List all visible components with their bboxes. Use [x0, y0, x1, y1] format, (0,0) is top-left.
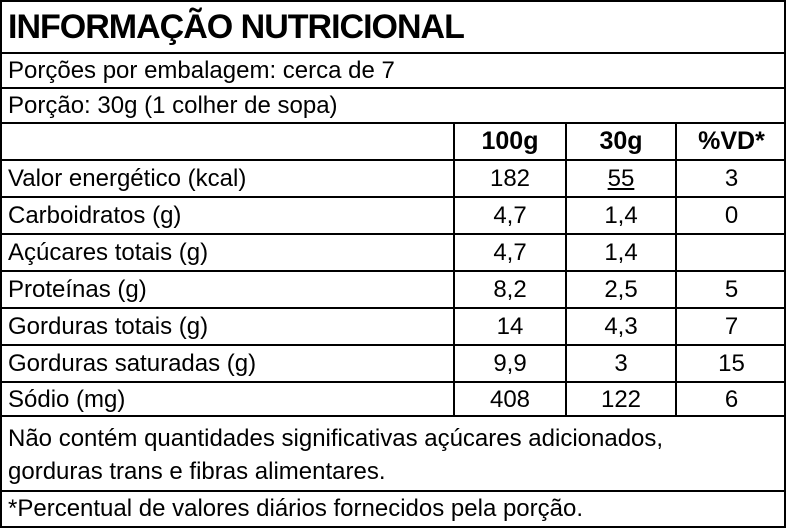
nutrient-label: Sódio (mg) [8, 386, 126, 413]
table-row: Gorduras saturadas (g) 9,9 3 15 [2, 346, 784, 383]
value-per-100g: 9,9 [453, 346, 565, 381]
nutrient-label: Açúcares totais (g) [8, 239, 209, 266]
value-vd: 5 [675, 272, 786, 307]
nutrient-label: Gorduras totais (g) [8, 313, 209, 340]
value-vd [675, 235, 786, 270]
footnote-line-2: gorduras trans e fibras alimentares. [8, 458, 386, 485]
value-per-100g: 408 [453, 383, 565, 415]
nutrient-label: Carboidratos (g) [8, 202, 182, 229]
value-per-100g: 14 [453, 309, 565, 344]
table-row: Carboidratos (g) 4,7 1,4 0 [2, 198, 784, 235]
value-per-serving: 1,4 [565, 235, 675, 270]
table-row: Gorduras totais (g) 14 4,3 7 [2, 309, 784, 346]
value-vd: 7 [675, 309, 786, 344]
nutrient-label: Gorduras saturadas (g) [8, 350, 257, 377]
serving-size-row: Porção: 30g (1 colher de sopa) [2, 89, 784, 124]
table-title: INFORMAÇÃO NUTRICIONAL [8, 8, 465, 46]
value-vd: 6 [675, 383, 786, 415]
value-per-serving: 2,5 [565, 272, 675, 307]
value-per-serving: 1,4 [565, 198, 675, 233]
value-per-serving: 4,3 [565, 309, 675, 344]
footnote-text: Não contém quantidades significativas aç… [8, 422, 663, 488]
serving-size: Porção: 30g (1 colher de sopa) [8, 92, 338, 119]
nutrient-label: Valor energético (kcal) [8, 165, 247, 192]
value-per-100g: 182 [453, 161, 565, 196]
table-row: Proteínas (g) 8,2 2,5 5 [2, 272, 784, 309]
value-vd: 0 [675, 198, 786, 233]
footnote-vd: *Percentual de valores diários fornecido… [2, 492, 784, 528]
servings-row: Porções por embalagem: cerca de 7 [2, 54, 784, 89]
value-per-100g: 8,2 [453, 272, 565, 307]
footnote-line-1: Não contém quantidades significativas aç… [8, 425, 664, 452]
value-per-serving: 55 [607, 165, 635, 192]
column-header-vd: %VD* [675, 124, 786, 159]
value-per-serving: 3 [565, 346, 675, 381]
table-row: Valor energético (kcal) 182 55 3 [2, 161, 784, 198]
column-header-row: 100g 30g %VD* [2, 124, 784, 161]
vd-note: *Percentual de valores diários fornecido… [8, 495, 584, 522]
value-per-100g: 4,7 [453, 235, 565, 270]
title-row: INFORMAÇÃO NUTRICIONAL [2, 2, 784, 54]
value-per-100g: 4,7 [453, 198, 565, 233]
nutrient-label: Proteínas (g) [8, 276, 147, 303]
value-vd: 3 [675, 161, 786, 196]
value-per-serving-cell: 55 [565, 161, 675, 196]
table-row: Açúcares totais (g) 4,7 1,4 [2, 235, 784, 272]
value-per-serving: 122 [565, 383, 675, 415]
column-header-serving: 30g [565, 124, 675, 159]
column-header-100g: 100g [453, 124, 565, 159]
footnote-not-significant: Não contém quantidades significativas aç… [2, 417, 784, 492]
value-vd: 15 [675, 346, 786, 381]
servings-per-package: Porções por embalagem: cerca de 7 [8, 57, 395, 84]
table-row: Sódio (mg) 408 122 6 [2, 383, 784, 417]
